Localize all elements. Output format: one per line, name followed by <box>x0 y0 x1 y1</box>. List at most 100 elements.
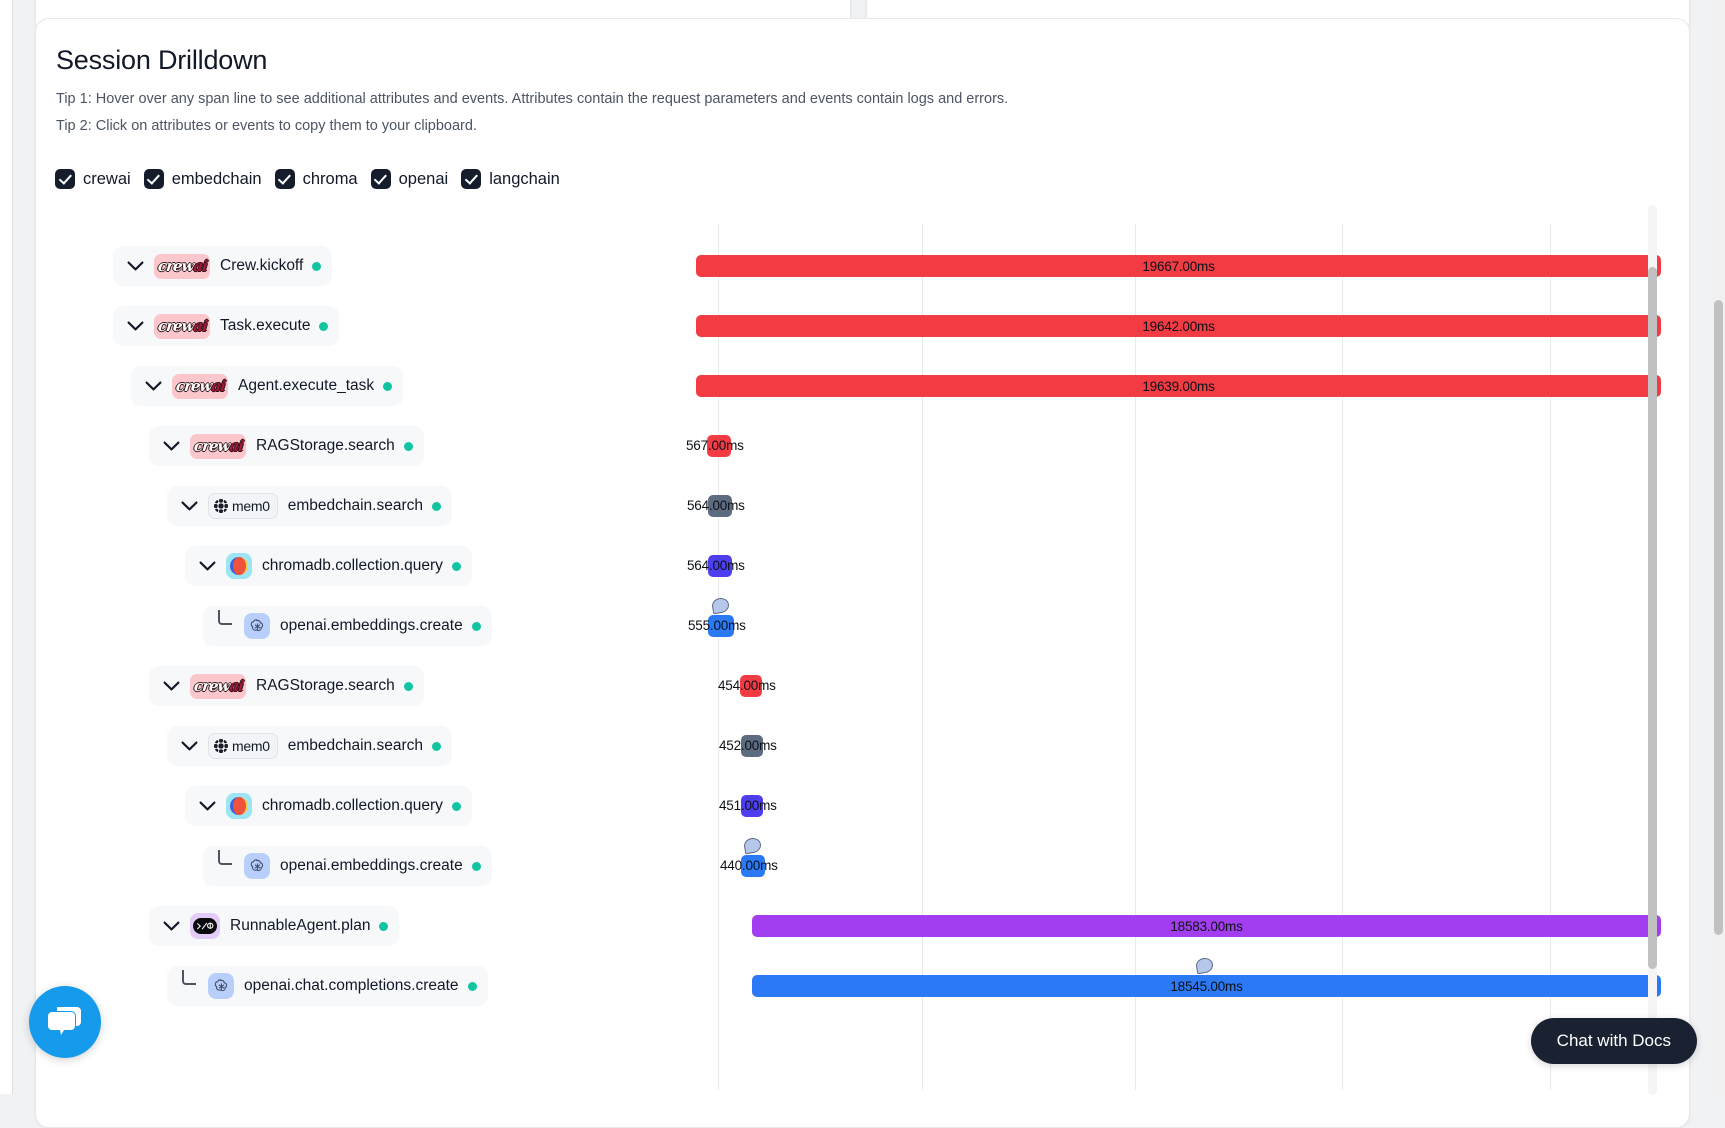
chevron-down-icon[interactable] <box>158 673 184 699</box>
checkbox-openai[interactable] <box>371 169 391 189</box>
span-name: embedchain.search <box>288 497 423 515</box>
chevron-down-icon[interactable] <box>176 733 202 759</box>
page-scrollbar-thumb[interactable] <box>1714 300 1723 935</box>
bar-duration-label: 19639.00ms <box>1142 379 1214 394</box>
span-name: openai.chat.completions.create <box>244 977 459 995</box>
timeline-bar[interactable] <box>741 735 763 757</box>
filter-label: crewai <box>83 170 131 189</box>
timeline-bar[interactable] <box>740 675 762 697</box>
span-row[interactable]: openai.embeddings.create <box>203 606 492 646</box>
span-status-dot <box>379 922 388 931</box>
crewai-logo-icon: crewai <box>154 314 210 339</box>
filter-label: chroma <box>303 170 358 189</box>
timeline-bar[interactable]: 18545.00ms <box>752 975 1661 997</box>
timeline-bar[interactable]: 19639.00ms <box>696 375 1661 397</box>
chevron-down-icon[interactable] <box>140 373 166 399</box>
chevron-down-icon[interactable] <box>158 913 184 939</box>
span-status-dot <box>432 742 441 751</box>
tree-elbow-connector <box>212 853 238 879</box>
checkbox-crewai[interactable] <box>55 169 75 189</box>
timeline-bar[interactable] <box>708 495 732 517</box>
filter-openai[interactable]: openai <box>371 169 449 189</box>
span-row[interactable]: chromadb.collection.query <box>185 786 472 826</box>
crewai-logo-icon: crewai <box>190 674 246 699</box>
span-library-badge <box>244 613 270 639</box>
span-row[interactable]: mem0 embedchain.search <box>167 726 452 766</box>
mem0-logo-icon: mem0 <box>208 733 278 759</box>
tree-elbow-connector <box>176 973 202 999</box>
span-name: Agent.execute_task <box>238 377 374 395</box>
span-row[interactable]: crewai Task.execute <box>113 306 339 346</box>
timeline-bar[interactable]: 19642.00ms <box>696 315 1661 337</box>
checkbox-langchain[interactable] <box>461 169 481 189</box>
timeline-bar[interactable]: 18583.00ms <box>752 915 1661 937</box>
span-library-badge: crewai <box>154 314 210 339</box>
span-status-dot <box>452 802 461 811</box>
timeline-bar[interactable] <box>708 555 732 577</box>
span-library-badge <box>226 553 252 579</box>
span-name: Task.execute <box>220 317 310 335</box>
filter-label: embedchain <box>172 170 262 189</box>
timeline-bar[interactable] <box>707 435 731 457</box>
filter-crewai[interactable]: crewai <box>55 169 131 189</box>
timeline-bar[interactable] <box>741 795 763 817</box>
checkbox-embedchain[interactable] <box>144 169 164 189</box>
timeline-bar[interactable]: 19667.00ms <box>696 255 1661 277</box>
langchain-logo-icon <box>190 913 220 939</box>
span-status-dot <box>319 322 328 331</box>
timeline-gridline <box>718 224 719 1090</box>
span-name: openai.embeddings.create <box>280 857 463 875</box>
filter-chroma[interactable]: chroma <box>275 169 358 189</box>
span-library-badge <box>208 973 234 999</box>
timeline-scrollbar[interactable] <box>1648 205 1657 1095</box>
span-row[interactable]: chromadb.collection.query <box>185 546 472 586</box>
filter-embedchain[interactable]: embedchain <box>144 169 262 189</box>
span-library-badge <box>244 853 270 879</box>
timeline-gridline <box>1135 224 1136 1090</box>
chevron-down-icon[interactable] <box>176 493 202 519</box>
span-library-badge <box>190 913 220 939</box>
page-scrollbar[interactable] <box>1711 0 1725 1094</box>
chroma-logo-icon <box>226 553 252 579</box>
timeline-bar[interactable] <box>741 855 765 877</box>
filter-langchain[interactable]: langchain <box>461 169 560 189</box>
span-event-marker[interactable] <box>711 597 730 615</box>
span-status-dot <box>472 862 481 871</box>
span-event-marker[interactable] <box>1195 957 1214 975</box>
chevron-down-icon[interactable] <box>122 253 148 279</box>
chat-with-docs-button[interactable]: Chat with Docs <box>1531 1018 1697 1064</box>
openai-logo-icon <box>208 973 234 999</box>
span-status-dot <box>404 682 413 691</box>
span-row[interactable]: RunnableAgent.plan <box>149 906 399 946</box>
tip-line-2: Tip 2: Click on attributes or events to … <box>56 118 477 134</box>
span-row[interactable]: mem0 embedchain.search <box>167 486 452 526</box>
span-status-dot <box>312 262 321 271</box>
span-library-badge: crewai <box>190 434 246 459</box>
timeline-gridline <box>922 224 923 1090</box>
chat-widget-button[interactable] <box>29 986 101 1058</box>
chevron-down-icon[interactable] <box>194 793 220 819</box>
timeline-scrollbar-thumb[interactable] <box>1648 267 1657 969</box>
bar-duration-label: 18545.00ms <box>1170 979 1242 994</box>
span-name: chromadb.collection.query <box>262 797 443 815</box>
span-row[interactable]: crewai Agent.execute_task <box>131 366 403 406</box>
span-row[interactable]: openai.embeddings.create <box>203 846 492 886</box>
checkbox-chroma[interactable] <box>275 169 295 189</box>
openai-logo-icon <box>244 853 270 879</box>
timeline-bar[interactable] <box>708 615 734 637</box>
span-name: embedchain.search <box>288 737 423 755</box>
app-shell-edge: ⌄ n e o ⌐ <box>0 0 13 1094</box>
chevron-down-icon[interactable] <box>122 313 148 339</box>
span-row[interactable]: openai.chat.completions.create <box>167 966 488 1006</box>
span-library-badge: crewai <box>172 374 228 399</box>
span-library-badge: mem0 <box>208 493 278 519</box>
span-library-badge: mem0 <box>208 733 278 759</box>
chroma-logo-icon <box>226 793 252 819</box>
span-event-marker[interactable] <box>743 837 762 855</box>
chevron-down-icon[interactable] <box>194 553 220 579</box>
chevron-down-icon[interactable] <box>158 433 184 459</box>
